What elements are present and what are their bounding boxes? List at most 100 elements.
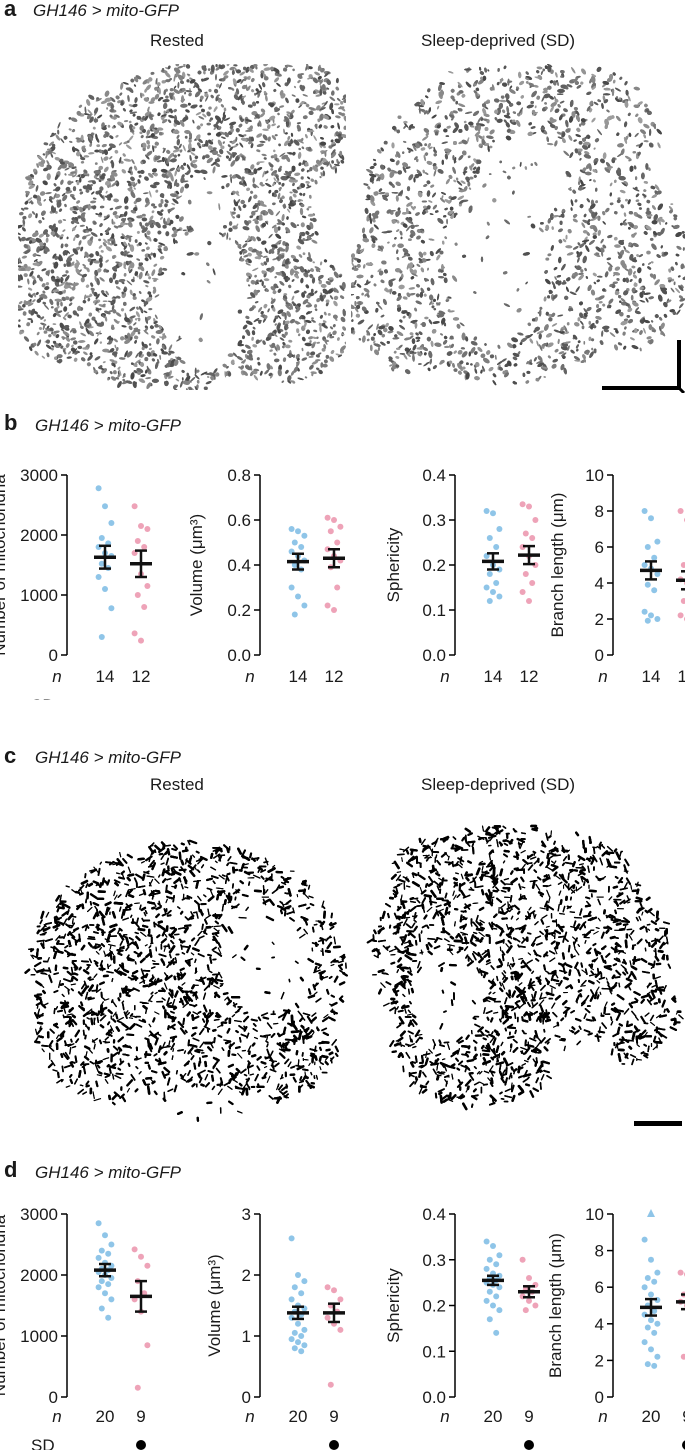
panel-c-sd-image: [360, 805, 685, 1160]
panel-c-genotype: GH146 > mito-GFP: [35, 748, 181, 767]
data-point: [98, 1247, 105, 1254]
data-point: [648, 1256, 654, 1263]
chart-d-3: 0.0 0.1 0.2 0.3 0.4 Sphericity 20 9 n: [384, 1205, 540, 1450]
data-point: [301, 532, 308, 539]
n-value: 9: [329, 1407, 338, 1426]
outlier-marker: [647, 1209, 655, 1217]
y-tick-label: 3000: [20, 466, 58, 485]
n-value: 12: [132, 667, 151, 686]
data-point: [654, 571, 661, 577]
data-point: [134, 538, 141, 544]
panel-a-rested-label: Rested: [150, 31, 204, 50]
data-point: [298, 1290, 305, 1297]
sd-marker: [524, 1440, 534, 1450]
n-value: 9: [136, 1407, 145, 1426]
data-point: [644, 544, 651, 550]
y-tick-label: 0: [595, 1388, 604, 1407]
data-point: [677, 612, 684, 619]
data-point: [144, 526, 151, 532]
data-point: [138, 1253, 144, 1260]
data-point: [526, 598, 532, 604]
data-point: [519, 1256, 526, 1263]
panel-letter-b: b: [4, 410, 18, 435]
data-point: [324, 546, 331, 553]
data-point: [105, 1281, 112, 1288]
data-point: [291, 562, 298, 568]
data-point: [651, 1308, 658, 1314]
sd-marker: [682, 1440, 685, 1450]
data-point: [644, 617, 651, 624]
data-point: [301, 1326, 308, 1333]
data-point: [324, 514, 331, 521]
data-point: [493, 580, 500, 586]
y-axis-label: Sphericity: [384, 527, 403, 602]
n-value: 9: [524, 1407, 533, 1426]
y-tick-label: 2000: [20, 526, 58, 545]
data-point: [532, 1302, 539, 1309]
data-point: [295, 1272, 301, 1278]
data-point: [651, 1278, 658, 1285]
chart-d-1: 0 1000 2000 3000 Number of mitochondria 20 9 n: [0, 1205, 152, 1450]
data-point: [131, 630, 138, 637]
data-point: [138, 523, 144, 529]
data-point: [337, 1326, 344, 1333]
chart-d-2: 0 1 2 3 Volume (μm³) 20 9 n: [205, 1205, 345, 1450]
data-point: [131, 1246, 138, 1253]
data-point: [108, 1296, 115, 1303]
data-point: [490, 510, 496, 517]
n-label: n: [598, 667, 607, 686]
data-point: [493, 1329, 500, 1336]
data-point: [141, 544, 148, 550]
data-point: [486, 1256, 493, 1263]
n-label: n: [52, 667, 61, 686]
y-axis-label: Branch length (μm): [546, 1233, 565, 1378]
micrograph-texture: [366, 824, 684, 1111]
data-point: [641, 608, 648, 615]
data-point: [334, 539, 341, 546]
panel-a-genotype: GH146 > mito-GFP: [33, 1, 179, 20]
y-axis-label: Branch length (μm): [548, 493, 567, 638]
chart-d-4: 0 2 4 6 8 10 Branch length (μm) 20 9 n: [546, 1205, 685, 1450]
data-point: [301, 1342, 308, 1349]
data-point: [654, 538, 661, 545]
data-point: [291, 1329, 298, 1336]
data-point: [98, 535, 105, 541]
y-tick-label: 2: [595, 610, 604, 629]
y-tick-label: 0.4: [422, 466, 446, 485]
data-point: [288, 526, 295, 532]
data-point: [102, 1290, 108, 1297]
data-point: [483, 1238, 490, 1245]
data-point: [654, 1269, 661, 1276]
data-point: [648, 1317, 654, 1324]
data-point: [677, 1269, 684, 1276]
y-tick-label: 0.1: [422, 601, 446, 620]
y-tick-label: 10: [585, 466, 604, 485]
panel-letter-c: c: [4, 743, 17, 768]
data-point: [648, 1291, 654, 1298]
panel-letter-a: a: [4, 0, 17, 21]
y-tick-label: 0.0: [422, 646, 446, 665]
panel-a-sd-label: Sleep-deprived (SD): [421, 31, 576, 50]
y-tick-label: 0.1: [422, 1342, 446, 1361]
data-point: [331, 607, 337, 613]
panel-a-rested-image: [18, 64, 346, 390]
sd-marker: [136, 1440, 146, 1450]
data-point: [641, 1284, 648, 1291]
chart-b-3: 0.0 0.1 0.2 0.3 0.4 Sphericity 14 12 n: [384, 466, 540, 686]
n-value: 20: [96, 1407, 115, 1426]
y-tick-label: 1000: [20, 1327, 58, 1346]
data-point: [298, 1348, 305, 1355]
data-point: [522, 1307, 529, 1314]
y-tick-label: 2: [242, 1266, 251, 1285]
data-point: [144, 583, 151, 589]
data-point: [486, 535, 493, 541]
data-point: [331, 1287, 337, 1294]
data-point: [641, 1236, 648, 1243]
data-point: [519, 589, 526, 595]
n-label: n: [52, 1407, 61, 1426]
y-tick-label: 3: [242, 1205, 251, 1224]
n-label: n: [245, 1407, 254, 1426]
data-point: [680, 598, 685, 604]
y-tick-label: 0: [242, 1388, 251, 1407]
data-point: [291, 539, 298, 546]
